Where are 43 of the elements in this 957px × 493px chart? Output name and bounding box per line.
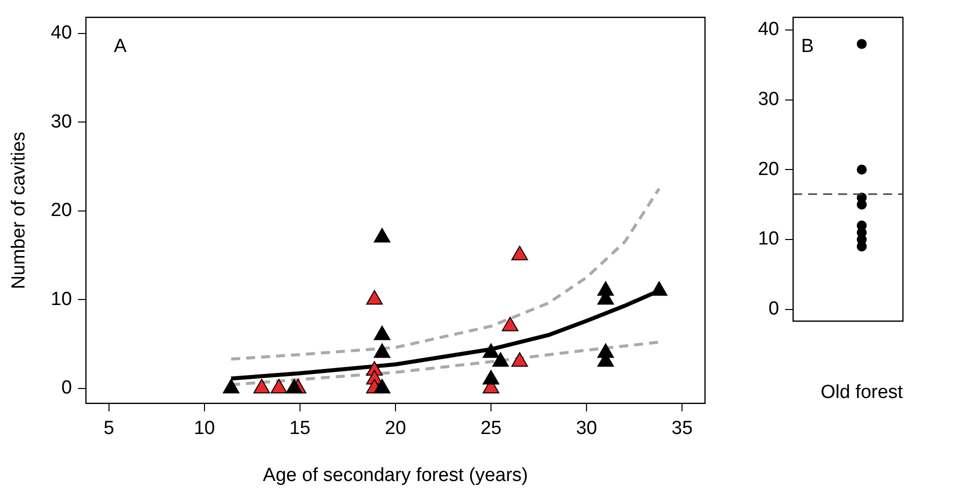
y-tick-label: 20	[758, 158, 780, 180]
point	[511, 352, 528, 367]
y-tick-label: 10	[50, 288, 72, 310]
y-tick-label: 30	[758, 89, 780, 110]
point	[253, 378, 270, 394]
point	[482, 343, 500, 358]
point	[856, 200, 867, 210]
point	[856, 38, 867, 49]
point	[286, 378, 302, 394]
point	[374, 343, 390, 358]
point	[856, 241, 867, 252]
point	[482, 370, 500, 384]
point	[492, 352, 509, 367]
point	[374, 228, 390, 242]
y-tick-label: 20	[50, 200, 72, 222]
y-axis-title: Number of cavities	[8, 132, 30, 290]
annotation: A	[114, 36, 127, 58]
x-tick-label: 20	[384, 418, 406, 440]
point	[222, 378, 240, 394]
x-tick-label: 10	[194, 418, 215, 440]
x-axis-title: Age of secondary forest (years)	[262, 464, 528, 486]
x-tick-label: 35	[672, 418, 693, 440]
y-tick-label: 30	[50, 111, 72, 132]
point	[374, 378, 390, 394]
point	[511, 246, 528, 260]
x-tick-label: 5	[104, 418, 114, 440]
point	[366, 290, 383, 305]
x-tick-label: Old forest	[820, 382, 904, 403]
point	[270, 378, 288, 394]
point	[374, 326, 390, 340]
point	[856, 164, 867, 175]
y-tick-label: 0	[61, 378, 72, 399]
x-tick-label: 25	[480, 418, 502, 440]
x-tick-label: 15	[289, 418, 310, 440]
x-tick-label: 30	[576, 418, 598, 440]
point	[502, 316, 518, 332]
point	[650, 281, 668, 296]
y-tick-label: 10	[758, 228, 780, 250]
y-tick-label: 40	[758, 19, 780, 40]
annotation: B	[801, 36, 814, 58]
y-tick-label: 40	[50, 22, 72, 44]
y-tick-label: 0	[768, 298, 780, 320]
line-series	[230, 187, 661, 361]
